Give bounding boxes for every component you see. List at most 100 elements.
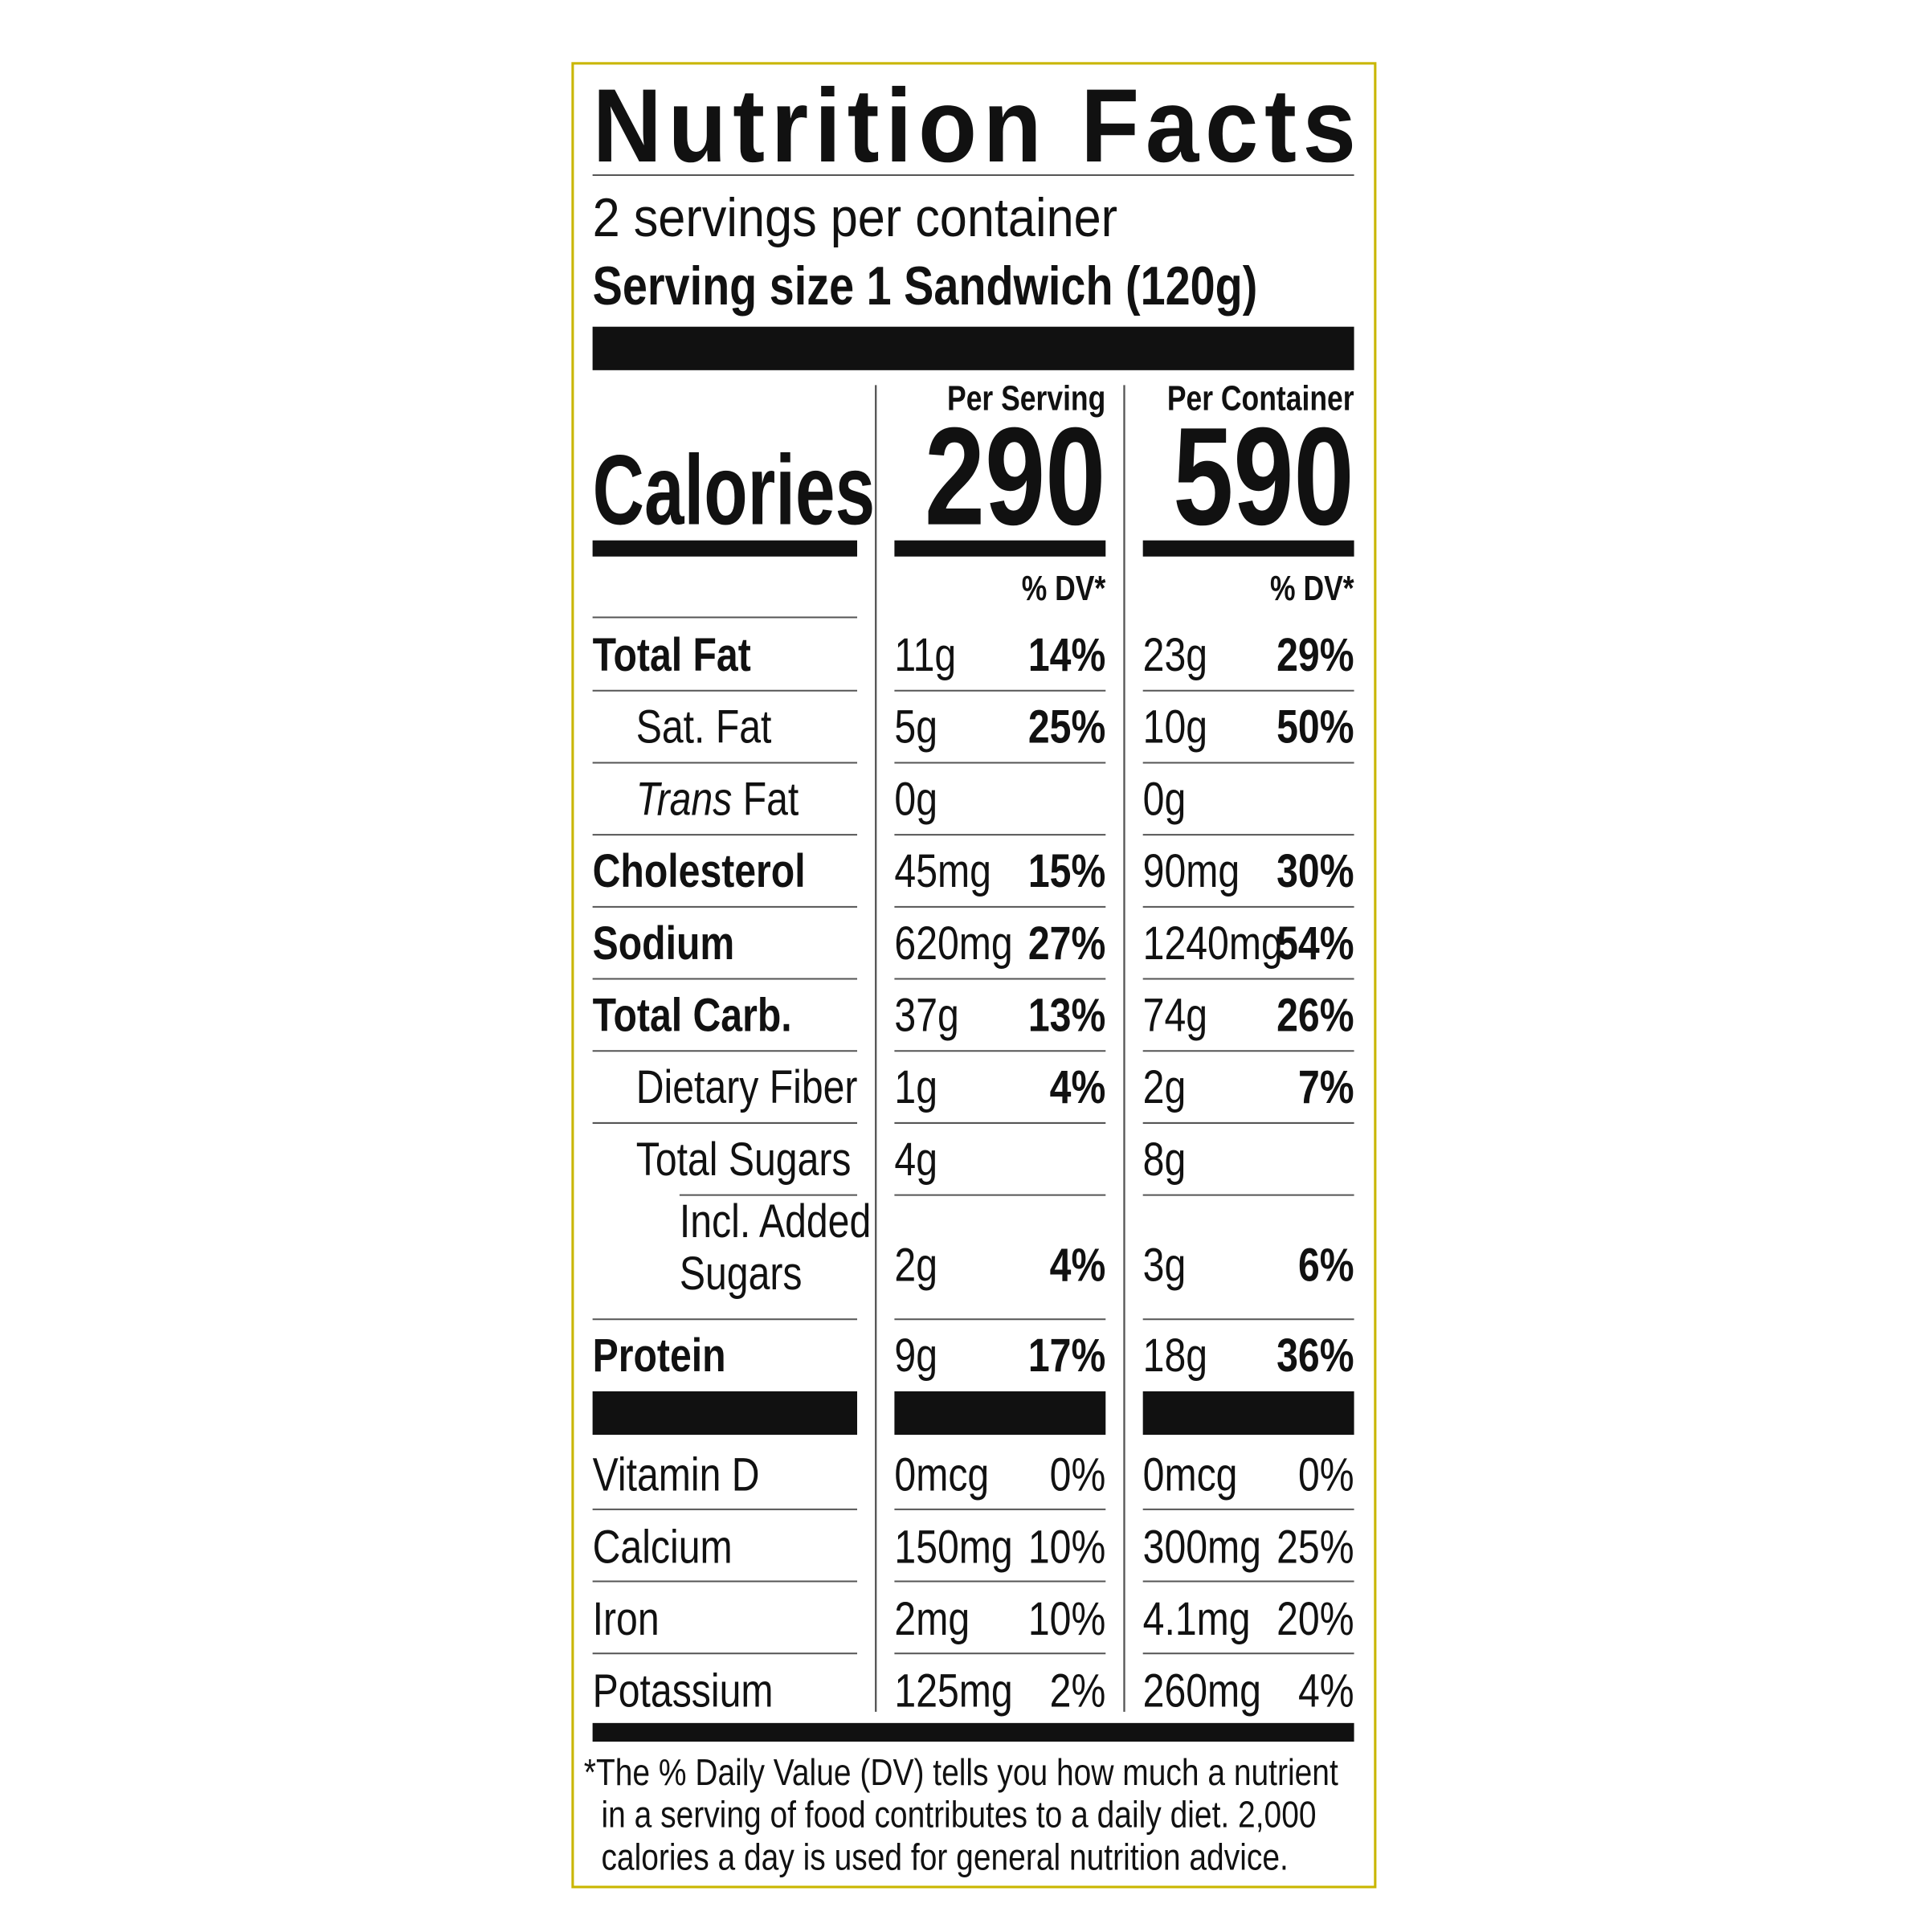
- text-group: 4%: [1050, 1239, 1106, 1292]
- percent-dv: 50%: [1276, 701, 1354, 754]
- amount: 74g: [1143, 989, 1207, 1042]
- text-group: 260mg: [1143, 1664, 1261, 1718]
- text-group: 17%: [1028, 1330, 1105, 1383]
- amount: 90mg: [1143, 845, 1240, 898]
- text-group: Total Sugars: [636, 1133, 852, 1186]
- text-group: Trans Fat: [636, 773, 799, 826]
- percent-dv: 25%: [1276, 1521, 1354, 1574]
- nutrient-name: Trans Fat: [636, 773, 799, 826]
- text-group: 0g: [1143, 773, 1187, 826]
- text-group: Potassium: [593, 1664, 774, 1718]
- text-group: Sodium: [593, 917, 735, 970]
- amount: 2g: [1143, 1061, 1187, 1114]
- text-group: 15%: [1028, 845, 1105, 898]
- footnote: in a serving of food contributes to a da…: [601, 1795, 1316, 1836]
- nutrient-name: Total Sugars: [636, 1133, 852, 1186]
- text-group: 5g: [894, 701, 937, 754]
- percent-dv: 27%: [1028, 917, 1105, 970]
- amount: 0g: [894, 773, 937, 826]
- text-group: 54%: [1276, 917, 1354, 970]
- amount: 37g: [894, 989, 958, 1042]
- nutrient-name: Sat. Fat: [636, 701, 772, 754]
- percent-dv: 29%: [1276, 629, 1354, 682]
- thick-bar: [592, 326, 1354, 370]
- amount: 45mg: [894, 845, 991, 898]
- text-group: 36%: [1276, 1330, 1354, 1383]
- vitamin-name: Potassium: [593, 1664, 774, 1718]
- serving-size: Serving size 1 Sandwich (120g): [593, 256, 1258, 317]
- column-header: Per Container: [1167, 379, 1354, 418]
- amount: 4g: [894, 1133, 937, 1186]
- text-group: 620mg: [894, 917, 1012, 970]
- servings: 2 servings per container: [593, 186, 1117, 248]
- text-group: 125mg: [894, 1664, 1012, 1718]
- text-group: 45mg: [894, 845, 991, 898]
- text-group: 590: [1173, 398, 1354, 553]
- text-group: 13%: [1028, 989, 1105, 1042]
- amount: 0mcg: [1143, 1448, 1238, 1501]
- text-group: 74g: [1143, 989, 1207, 1042]
- text-group: Calcium: [593, 1521, 733, 1574]
- text-group: 50%: [1276, 701, 1354, 754]
- percent-dv: 30%: [1276, 845, 1354, 898]
- text-group: 27%: [1028, 917, 1105, 970]
- calories-value: 290: [925, 398, 1105, 553]
- text-group: Sat. Fat: [636, 701, 772, 754]
- text-group: 0%: [1050, 1448, 1106, 1501]
- text-group: Dietary Fiber: [636, 1061, 858, 1114]
- text-group: Serving size 1 Sandwich (120g): [593, 256, 1258, 317]
- percent-dv: 17%: [1028, 1330, 1105, 1383]
- amount: 4.1mg: [1143, 1593, 1251, 1646]
- percent-dv: 54%: [1276, 917, 1354, 970]
- percent-dv: 10%: [1028, 1593, 1105, 1646]
- text-group: 290: [925, 398, 1105, 553]
- percent-dv: 20%: [1276, 1593, 1354, 1646]
- percent-dv: 4%: [1050, 1239, 1106, 1292]
- text-group: 2%: [1050, 1664, 1106, 1718]
- rule: [592, 540, 858, 557]
- text-group: 18g: [1143, 1330, 1207, 1383]
- calories-label: Calories: [593, 434, 875, 545]
- text-group: 6%: [1298, 1239, 1354, 1292]
- amount: 1g: [894, 1061, 937, 1114]
- text-group: calories a day is used for general nutri…: [601, 1836, 1288, 1878]
- percent-dv: 14%: [1028, 629, 1105, 682]
- nutrient-name: Sugars: [680, 1248, 803, 1301]
- amount: 18g: [1143, 1330, 1207, 1383]
- text-group: Per Container: [1167, 379, 1354, 418]
- text-group: 0%: [1298, 1448, 1354, 1501]
- rule: [1142, 540, 1354, 557]
- text-group: 7%: [1298, 1061, 1354, 1114]
- text-group: 9g: [894, 1330, 937, 1383]
- percent-dv: 10%: [1028, 1521, 1105, 1574]
- text-group: 0mcg: [1143, 1448, 1238, 1501]
- amount: 5g: [894, 701, 937, 754]
- text-group: 0mcg: [894, 1448, 989, 1501]
- amount: 0g: [1143, 773, 1187, 826]
- calories-value: 590: [1173, 398, 1354, 553]
- text-group: in a serving of food contributes to a da…: [601, 1795, 1316, 1836]
- amount: 1240mg: [1143, 917, 1283, 970]
- text-group: 300mg: [1143, 1521, 1261, 1574]
- amount: 300mg: [1143, 1521, 1261, 1574]
- text-group: 11g: [894, 629, 956, 682]
- text-group: 10g: [1143, 701, 1207, 754]
- text-group: Per Serving: [947, 379, 1105, 418]
- amount: 620mg: [894, 917, 1012, 970]
- amount: 2g: [894, 1239, 937, 1292]
- column-header: Per Serving: [947, 379, 1105, 418]
- text-group: 20%: [1276, 1593, 1354, 1646]
- nutrient-name: Protein: [593, 1330, 726, 1383]
- percent-dv: 2%: [1050, 1664, 1106, 1718]
- percent-dv: 7%: [1298, 1061, 1354, 1114]
- amount: 2mg: [894, 1593, 970, 1646]
- text-group: 25%: [1276, 1521, 1354, 1574]
- text-group: *The % Daily Value (DV) tells you how mu…: [584, 1752, 1338, 1794]
- text-group: 26%: [1276, 989, 1354, 1042]
- percent-dv: 36%: [1276, 1330, 1354, 1383]
- nutrient-name: Dietary Fiber: [636, 1061, 858, 1114]
- vitamin-name: Iron: [593, 1593, 660, 1646]
- amount: 150mg: [894, 1521, 1012, 1574]
- nutrient-name: Total Carb.: [593, 989, 792, 1042]
- percent-dv: 0%: [1050, 1448, 1106, 1501]
